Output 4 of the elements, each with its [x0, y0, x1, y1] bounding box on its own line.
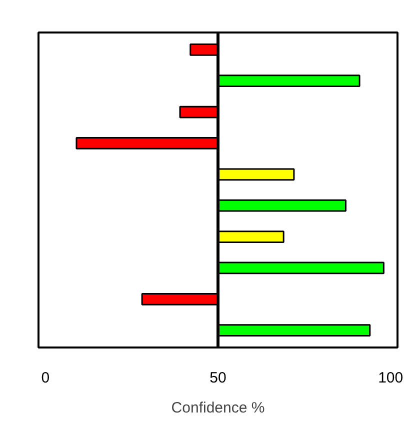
x-tick-label: 0 — [41, 370, 50, 386]
x-axis-title: Confidence % — [171, 400, 265, 416]
x-tick-label: 50 — [210, 370, 226, 386]
x-tick-label: 100 — [378, 370, 404, 386]
